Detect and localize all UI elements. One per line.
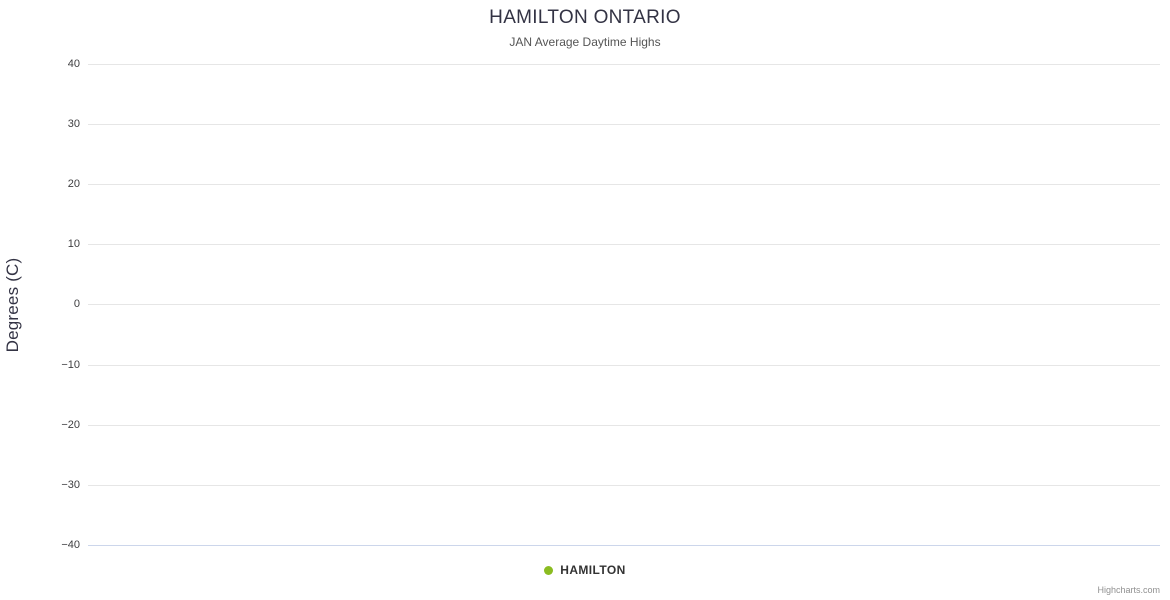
y-tick-label: 40 [67, 58, 80, 70]
plot-area [88, 64, 1160, 546]
gridline-0 [88, 304, 1160, 305]
y-tick-label: 20 [67, 178, 80, 190]
y-tick-label: −20 [61, 419, 80, 431]
gridline-40 [88, 64, 1160, 65]
legend-item-label: HAMILTON [560, 563, 626, 577]
y-tick-label: 30 [67, 118, 80, 130]
gridline-neg30 [88, 485, 1160, 486]
x-axis-line [88, 545, 1160, 546]
gridline-neg10 [88, 365, 1160, 366]
y-axis-tick-labels: 40 30 20 10 0 −10 −20 −30 −40 [8, 58, 80, 551]
chart-legend: HAMILTON [0, 563, 1170, 577]
y-tick-label: −40 [61, 539, 80, 551]
gridline-neg20 [88, 425, 1160, 426]
legend-item-hamilton[interactable]: HAMILTON [544, 563, 625, 577]
legend-marker-icon [544, 565, 554, 575]
gridline-30 [88, 124, 1160, 125]
gridline-10 [88, 244, 1160, 245]
y-tick-label: 0 [73, 298, 80, 310]
credits-link[interactable]: Highcharts.com [1097, 585, 1160, 595]
y-tick-label: −10 [61, 359, 80, 371]
y-tick-label: −30 [61, 479, 80, 491]
chart-subtitle: JAN Average Daytime Highs [509, 35, 661, 49]
y-tick-label: 10 [67, 238, 80, 250]
gridline-20 [88, 184, 1160, 185]
chart-title: HAMILTON ONTARIO [489, 7, 681, 28]
